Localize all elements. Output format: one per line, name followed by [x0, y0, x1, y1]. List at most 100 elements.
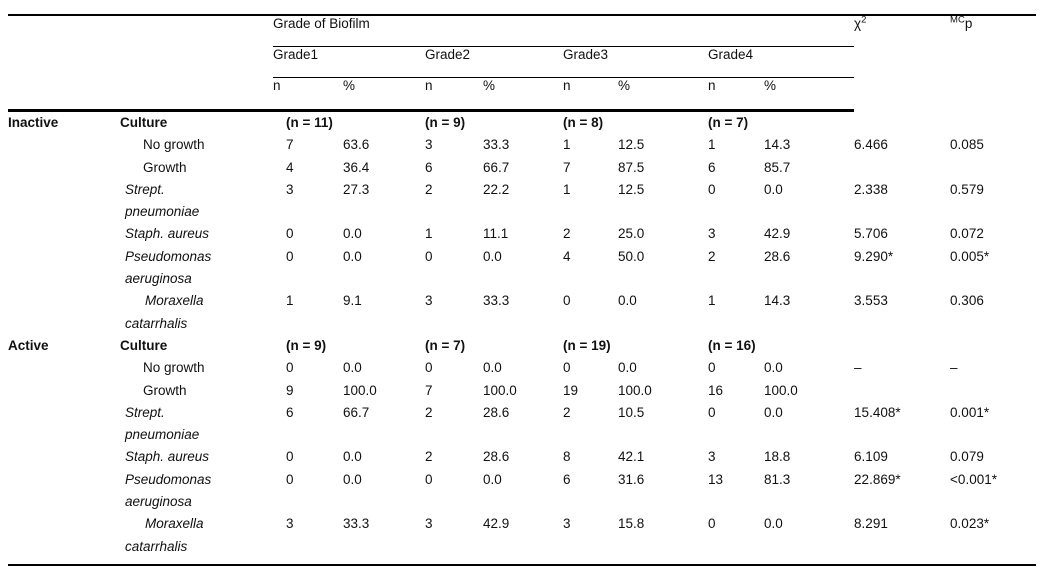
chi-value-cell: 8.291	[854, 516, 888, 532]
pct-value-cell: 28.6	[483, 449, 510, 465]
p-value-cell	[950, 157, 1036, 179]
pct-value-cell: 100.0	[618, 382, 652, 398]
n-value-cell: 3	[425, 293, 433, 309]
count-cell: (n = 16)	[708, 337, 756, 353]
pct-value-cell: 0.0	[343, 360, 362, 376]
label-line: catarrhalis	[125, 538, 188, 554]
group-cell	[8, 469, 120, 514]
n-value-cell: 2	[563, 226, 571, 242]
pct-value-cell: 14.3	[764, 293, 791, 309]
group-cell: Inactive	[8, 115, 59, 130]
pct-value-cell: 25.0	[618, 226, 645, 242]
n-subheader: n	[563, 77, 618, 112]
label-line: Staph. aureus	[125, 226, 210, 242]
n-value-cell: 0	[286, 449, 294, 465]
pct-value-cell: 33.3	[483, 137, 510, 153]
table-row: Strept. pneumoniae 3 27.3 2 22.2 1 12.5 0 0.0 2.33…	[8, 179, 1036, 224]
row-label-cell: Pseudomonas aeruginosa	[120, 469, 273, 514]
label-line: Pseudomonas	[125, 248, 212, 264]
pct-value-cell: 81.3	[764, 471, 791, 487]
count-cell: (n = 7)	[425, 337, 466, 353]
chi-value-cell: 5.706	[854, 226, 888, 242]
n-value-cell: 7	[286, 137, 294, 153]
n-value-cell: 6	[708, 159, 716, 175]
p-value-cell	[950, 380, 1036, 402]
label-line: pneumoniae	[125, 427, 200, 443]
n-value-cell: 2	[425, 449, 433, 465]
n-value-cell: 0	[286, 471, 294, 487]
grade3-header: Grade3	[563, 46, 708, 78]
n-value-cell: 3	[708, 449, 716, 465]
pct-value-cell: 66.7	[343, 404, 370, 420]
label-line: aeruginosa	[125, 494, 192, 510]
label-line: No growth	[143, 137, 205, 153]
p-symbol: p	[964, 16, 973, 31]
n-value-cell: 1	[563, 137, 571, 153]
pct-value-cell: 66.7	[483, 159, 510, 175]
n-value-cell: 19	[563, 382, 579, 398]
n-value-cell: 1	[708, 293, 716, 309]
chi-symbol: χ	[854, 16, 862, 31]
table-row: Moraxella catarrhalis 1 9.1 3 33.3 0 0.0 1 14.3 3.…	[8, 290, 1036, 335]
group-cell	[8, 513, 120, 565]
pct-value-cell: 0.0	[764, 516, 783, 532]
group-cell	[8, 179, 120, 224]
n-value-cell: 0	[563, 293, 571, 309]
n-value-cell: 0	[425, 360, 433, 376]
label-line: pneumoniae	[125, 204, 200, 220]
group-cell	[8, 357, 120, 379]
pct-value-cell: 33.3	[343, 516, 370, 532]
group-cell	[8, 223, 120, 245]
pct-value-cell: 87.5	[618, 159, 645, 175]
n-value-cell: 0	[286, 248, 294, 264]
pct-value-cell: 28.6	[764, 248, 791, 264]
pct-value-cell: 10.5	[618, 404, 645, 420]
pct-value-cell: 100.0	[483, 382, 517, 398]
header-row-span: Grade of Biofilm χ2 MCp	[8, 15, 1036, 112]
count-cell: (n = 9)	[286, 337, 327, 353]
p-value-cell: 0.005*	[950, 248, 990, 264]
n-value-cell: 2	[708, 248, 716, 264]
n-value-cell: 0	[286, 226, 294, 242]
n-value-cell: 1	[286, 293, 294, 309]
pct-value-cell: 0.0	[764, 360, 783, 376]
p-value-cell: 0.085	[950, 137, 984, 153]
pct-value-cell: 36.4	[343, 159, 370, 175]
pct-value-cell: 42.1	[618, 449, 645, 465]
culture-label-cell: Culture	[120, 337, 168, 353]
p-value-cell: 0.579	[950, 181, 984, 197]
chi-value-cell: 6.109	[854, 449, 888, 465]
row-label-cell: Growth	[120, 157, 273, 179]
table-header: Grade of Biofilm χ2 MCp Grade1 Grade2 Gr…	[8, 15, 1036, 112]
label-line: Growth	[143, 159, 187, 175]
pct-value-cell: 11.1	[483, 226, 509, 242]
culture-header-row: Active Culture (n = 9) (n = 7) (n = 19) (n = …	[8, 335, 1036, 357]
group-cell: Active	[8, 337, 49, 353]
label-line: Moraxella	[145, 293, 204, 309]
n-value-cell: 4	[563, 248, 571, 264]
table-row: Pseudomonas aeruginosa 0 0.0 0 0.0 4 50.0 2 28.6 9…	[8, 246, 1036, 291]
n-value-cell: 0	[286, 360, 294, 376]
row-label-cell: Staph. aureus	[120, 223, 273, 245]
table-row: Moraxella catarrhalis 3 33.3 3 42.9 3 15.8 0 0.0 8…	[8, 513, 1036, 565]
chi-value-cell: 15.408*	[854, 404, 901, 420]
label-line: Staph. aureus	[125, 449, 210, 465]
pct-value-cell: 27.3	[343, 181, 370, 197]
table-row: Pseudomonas aeruginosa 0 0.0 0 0.0 6 31.6 13 81.3…	[8, 469, 1036, 514]
chi-value-cell: 22.869*	[854, 471, 901, 487]
table-row: No growth 7 63.6 3 33.3 1 12.5 1 14.3 6.466 0.085	[8, 134, 1036, 156]
pct-value-cell: 0.0	[483, 248, 502, 264]
count-cell: (n = 19)	[563, 337, 611, 353]
p-value-cell: –	[950, 360, 958, 376]
pct-value-cell: 15.8	[618, 516, 645, 532]
header-row-subcols: n % n % n % n %	[8, 77, 1036, 112]
grade4-header: Grade4	[708, 46, 855, 78]
chi-cell	[854, 111, 950, 135]
chi-value-cell: 9.290*	[854, 248, 894, 264]
n-value-cell: 3	[425, 137, 433, 153]
p-value-cell: 0.072	[950, 226, 984, 242]
row-label-cell: Staph. aureus	[120, 446, 273, 468]
group-cell	[8, 380, 120, 402]
row-label-cell: Growth	[120, 380, 273, 402]
